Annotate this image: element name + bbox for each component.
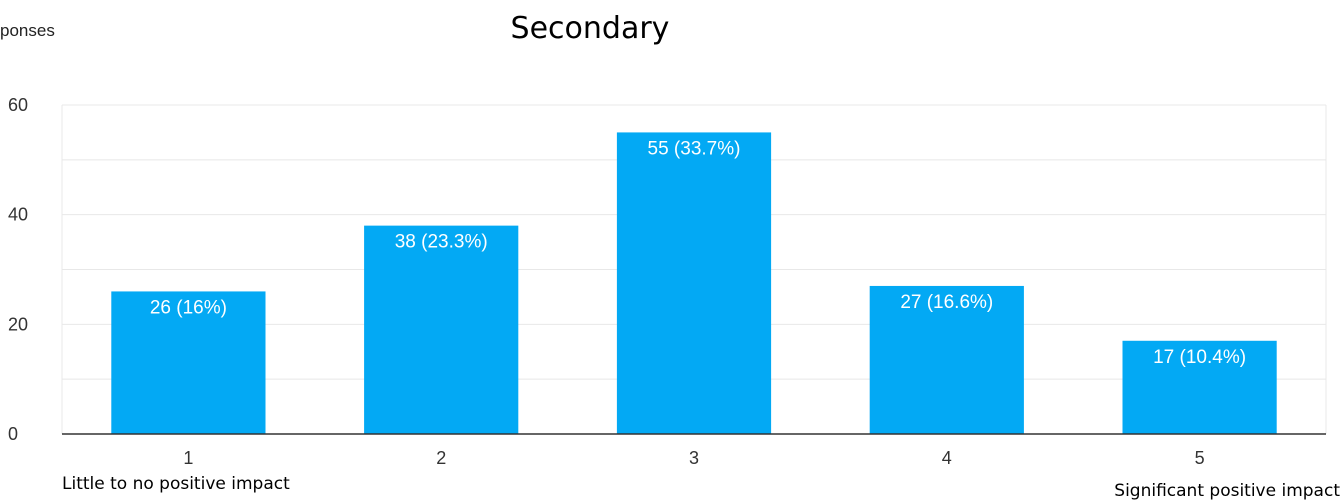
data-label: 27 (16.6%) — [900, 292, 993, 313]
bar — [111, 291, 266, 434]
x-tick-label: 1 — [183, 448, 193, 468]
annotation-left: Little to no positive impact — [62, 474, 290, 494]
data-label: 17 (10.4%) — [1153, 347, 1246, 368]
y-tick-label: 60 — [8, 95, 28, 115]
y-axis-ticks: 0 20 40 60 — [8, 95, 28, 444]
bar — [616, 132, 772, 434]
data-label: 26 (16%) — [150, 297, 227, 318]
data-label: 38 (23.3%) — [395, 232, 488, 253]
bar — [1122, 340, 1277, 434]
data-label: 55 (33.7%) — [648, 138, 741, 159]
responses-label: ponses — [0, 21, 55, 40]
chart-title: Secondary — [511, 11, 670, 46]
y-tick-label: 40 — [8, 205, 28, 225]
bar — [869, 285, 1024, 434]
bar — [364, 225, 519, 434]
x-tick-label: 5 — [1195, 448, 1205, 468]
x-tick-label: 4 — [942, 448, 952, 468]
x-axis-ticks: 1 2 3 4 5 — [183, 448, 1204, 468]
data-labels: 26 (16%) 38 (23.3%) 55 (33.7%) 27 (16.6%) 17… — [150, 138, 1246, 367]
bars — [111, 132, 1277, 434]
y-tick-label: 0 — [8, 424, 18, 444]
annotation-right: Significant positive impact — [1114, 481, 1340, 501]
x-tick-label: 3 — [689, 448, 699, 468]
x-tick-label: 2 — [436, 448, 446, 468]
y-tick-label: 20 — [8, 314, 28, 334]
